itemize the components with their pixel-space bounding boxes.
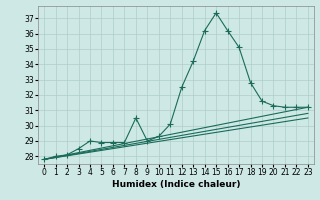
- X-axis label: Humidex (Indice chaleur): Humidex (Indice chaleur): [112, 180, 240, 189]
